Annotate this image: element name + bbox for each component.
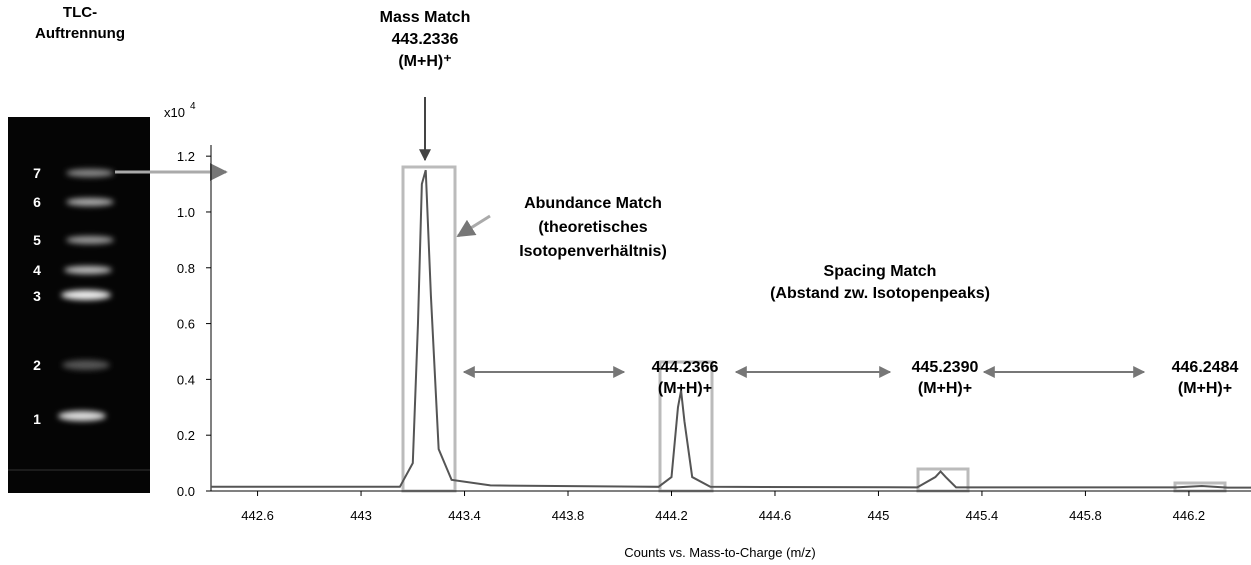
tlc-title: TLC- xyxy=(63,4,97,21)
band xyxy=(58,411,106,421)
lane-label: 4 xyxy=(33,262,41,278)
y-tick-label: 0.2 xyxy=(177,428,195,443)
x-tick-label: 444.6 xyxy=(759,508,792,523)
annotation: (Abstand zw. Isotopenpeaks) xyxy=(770,285,990,302)
band xyxy=(62,360,110,370)
band xyxy=(66,236,114,244)
tlc-bands xyxy=(58,169,114,421)
spectrum-line xyxy=(211,169,1251,489)
x-tick-label: 446.2 xyxy=(1173,508,1206,523)
peak-label: (M+H)+ xyxy=(1178,380,1232,397)
y-tick-label: 0.6 xyxy=(177,317,195,332)
arrow xyxy=(456,214,491,238)
annotation: (theoretisches xyxy=(538,219,647,236)
x-tick-label: 443.8 xyxy=(552,508,585,523)
y-tick-label: 1.2 xyxy=(177,149,195,164)
annotation: (M+H)⁺ xyxy=(398,53,451,70)
band xyxy=(66,198,114,206)
x-axis-label: Counts vs. Mass-to-Charge (m/z) xyxy=(624,545,815,560)
peak-label: (M+H)+ xyxy=(658,380,712,397)
annotation: Mass Match xyxy=(380,9,471,26)
band xyxy=(66,169,114,177)
y-tick-label: 0.4 xyxy=(177,372,195,387)
band xyxy=(64,266,112,274)
lane-label: 7 xyxy=(33,165,41,181)
lane-label: 5 xyxy=(33,232,41,248)
x-tick-label: 443.4 xyxy=(448,508,481,523)
tlc-title: Auftrennung xyxy=(35,25,125,42)
peak-label: 445.2390 xyxy=(912,359,979,376)
band xyxy=(61,290,111,300)
annotation: Spacing Match xyxy=(824,263,937,280)
peak-label: 446.2484 xyxy=(1172,359,1239,376)
y-scale-label: x10 xyxy=(164,105,185,120)
highlight-box xyxy=(401,165,457,493)
annotation: Abundance Match xyxy=(524,195,662,212)
y-tick-label: 0.8 xyxy=(177,261,195,276)
x-tick-label: 442.6 xyxy=(241,508,274,523)
y-scale-exponent: 4 xyxy=(190,101,196,112)
lane-label: 3 xyxy=(33,288,41,304)
lane-label: 6 xyxy=(33,194,41,210)
lane-label: 1 xyxy=(33,411,41,427)
x-tick-label: 443 xyxy=(350,508,372,523)
y-tick-label: 1.0 xyxy=(177,205,195,220)
tlc-plate xyxy=(8,117,150,493)
peak-label: 444.2366 xyxy=(652,359,719,376)
annotation: Isotopenverhältnis) xyxy=(519,243,667,260)
lane-label: 2 xyxy=(33,357,41,373)
x-tick-label: 444.2 xyxy=(655,508,688,523)
annotation: 443.2336 xyxy=(392,31,459,48)
x-tick-label: 445 xyxy=(868,508,890,523)
peak-label: (M+H)+ xyxy=(918,380,972,397)
x-tick-label: 445.8 xyxy=(1069,508,1102,523)
x-tick-label: 445.4 xyxy=(966,508,999,523)
y-tick-label: 0.0 xyxy=(177,484,195,499)
